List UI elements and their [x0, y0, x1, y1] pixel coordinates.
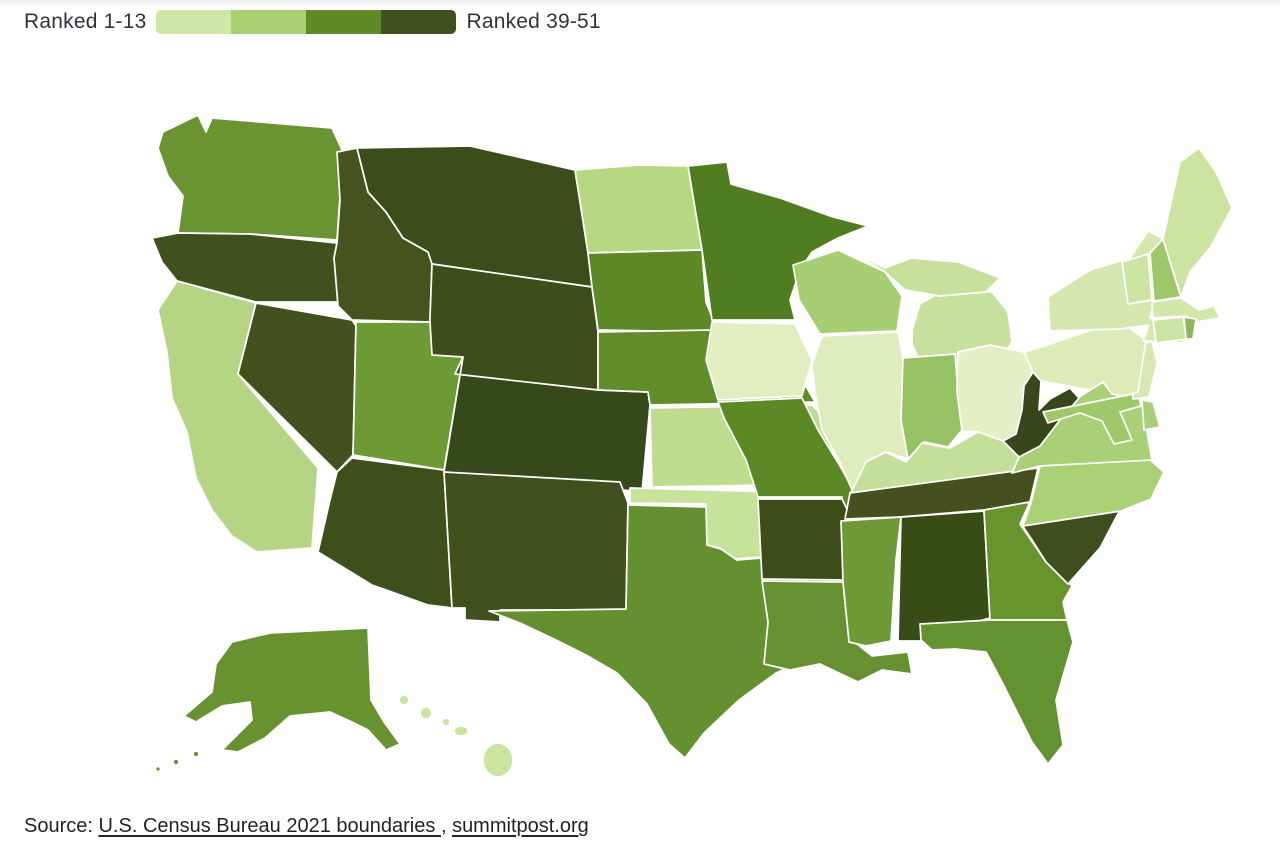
state-florida[interactable] — [919, 619, 1074, 765]
state-alaska[interactable] — [183, 627, 401, 753]
legend-swatch-2 — [231, 10, 307, 34]
state-new-mexico[interactable] — [443, 471, 629, 623]
state-hawaii-oahu[interactable] — [419, 706, 433, 720]
state-hawaii-molokai[interactable] — [441, 717, 451, 727]
state-alaska-aleutian-island[interactable] — [192, 750, 200, 758]
state-massachusetts[interactable] — [1151, 297, 1221, 323]
state-alaska-aleutian-island[interactable] — [172, 758, 180, 766]
legend-swatch-1 — [156, 10, 232, 34]
state-iowa[interactable] — [705, 321, 813, 401]
state-alaska-aleutian-island[interactable] — [154, 765, 162, 773]
state-minnesota[interactable] — [687, 161, 869, 321]
state-south-dakota[interactable] — [587, 249, 719, 333]
legend-swatch-3 — [306, 10, 382, 34]
legend: Ranked 1-13 Ranked 39-51 — [24, 10, 601, 34]
state-pennsylvania[interactable] — [1023, 320, 1147, 397]
source-link-summitpost[interactable]: summitpost.org — [452, 815, 589, 837]
state-maryland[interactable] — [1042, 392, 1142, 445]
state-vermont[interactable] — [1121, 253, 1153, 305]
legend-label-high: Ranked 39-51 — [466, 10, 601, 33]
legend-swatch-4 — [381, 10, 457, 34]
state-arizona[interactable] — [317, 457, 453, 609]
state-north-dakota[interactable] — [574, 164, 703, 254]
source-link-census[interactable]: U.S. Census Bureau 2021 boundaries — [98, 815, 441, 837]
legend-color-scale — [156, 10, 457, 34]
state-connecticut[interactable] — [1152, 316, 1188, 344]
state-wisconsin[interactable] — [792, 249, 903, 335]
state-michigan-upper-peninsula[interactable] — [851, 251, 1001, 297]
state-rhode-island[interactable] — [1183, 316, 1197, 340]
state-north-carolina[interactable] — [1022, 457, 1165, 527]
legend-label-low: Ranked 1-13 — [24, 10, 147, 33]
source-line: Source: U.S. Census Bureau 2021 boundari… — [24, 815, 589, 838]
state-delaware[interactable] — [1141, 399, 1161, 431]
state-hawaii-kauai[interactable] — [398, 694, 410, 706]
state-arkansas[interactable] — [757, 498, 850, 581]
state-hawaii-big-island[interactable] — [482, 742, 514, 778]
source-prefix: Source: — [24, 815, 99, 837]
source-separator: , — [440, 815, 453, 837]
state-indiana[interactable] — [900, 353, 963, 460]
state-mississippi[interactable] — [840, 516, 902, 647]
state-california[interactable] — [157, 280, 319, 553]
state-maine[interactable] — [1162, 147, 1233, 298]
state-washington[interactable] — [157, 114, 344, 241]
state-hawaii-maui[interactable] — [453, 725, 469, 737]
